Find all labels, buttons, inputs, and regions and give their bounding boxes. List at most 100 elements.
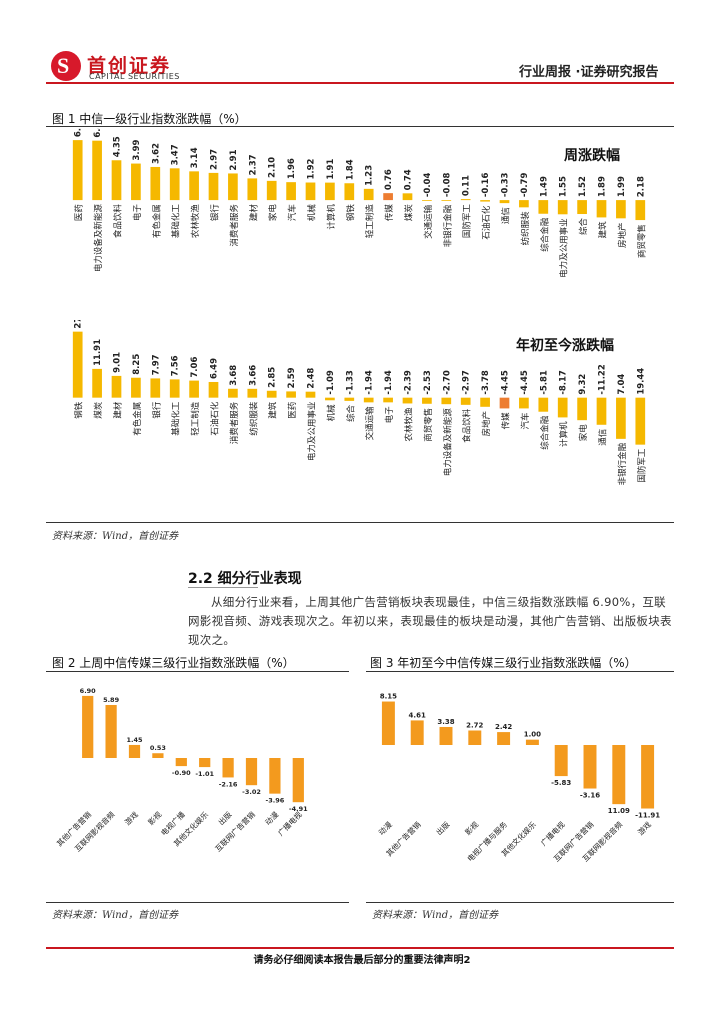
bar <box>305 391 316 398</box>
bar <box>111 375 122 398</box>
data-label: 1.23 <box>365 165 375 186</box>
category-label: 煤炭 <box>93 401 104 419</box>
category-label: 消费者服务 <box>229 204 240 247</box>
data-label: -1.09 <box>326 370 336 395</box>
category-label: 钢铁 <box>74 401 85 419</box>
data-label: 1.89 <box>598 176 608 197</box>
bar <box>305 182 316 201</box>
data-label: 2.59 <box>287 367 297 388</box>
data-label: 8.15 <box>380 693 397 701</box>
data-label: -5.81 <box>539 370 549 395</box>
data-label: 0.76 <box>384 169 394 190</box>
bar <box>441 200 452 201</box>
category-label: 医药 <box>74 204 85 221</box>
category-label: 国防军工 <box>462 204 473 239</box>
category-label: 食品饮料 <box>113 204 124 239</box>
figure1-top-rule <box>46 126 674 127</box>
data-label: -3.02 <box>242 788 261 796</box>
data-label: 3.14 <box>190 147 200 168</box>
bar <box>228 388 238 398</box>
bar <box>363 188 374 201</box>
category-label: 消费者服务 <box>229 401 240 444</box>
data-label: 8.25 <box>132 354 142 375</box>
data-label: -1.94 <box>384 370 394 395</box>
bar <box>519 397 529 409</box>
bar <box>383 397 393 403</box>
data-label: 2.72 <box>466 721 483 729</box>
data-label: 0.74 <box>404 169 414 190</box>
category-label: 建筑 <box>268 401 279 419</box>
category-label: 互联网广告营销 <box>213 809 258 854</box>
bar <box>111 160 122 201</box>
data-label: 2.10 <box>268 157 278 178</box>
bar <box>422 200 432 201</box>
data-label: 27.32 <box>74 320 84 329</box>
figure2-top-rule <box>46 671 349 672</box>
category-label: 游戏 <box>635 819 653 837</box>
category-label: 综合金融 <box>539 217 550 252</box>
category-label: 基础化工 <box>171 204 182 239</box>
bar <box>199 758 211 768</box>
section-rule <box>188 587 258 588</box>
category-label: 电子 <box>132 204 143 222</box>
logo-s-glyph: S <box>57 53 70 78</box>
bar <box>72 331 83 398</box>
data-label: 4.61 <box>409 711 426 719</box>
bar <box>441 397 452 405</box>
data-label: 2.85 <box>268 367 278 388</box>
data-label: 1.52 <box>578 176 588 197</box>
category-label: 游戏 <box>122 809 140 827</box>
category-label: 建筑 <box>598 221 609 239</box>
category-label: 电力设备及新能源 <box>442 408 453 477</box>
category-label: 汽车 <box>520 412 531 429</box>
data-label: 1.92 <box>307 158 317 179</box>
data-label: -11.91 <box>635 812 660 820</box>
data-label: 11.09 <box>608 807 630 815</box>
bar <box>292 758 304 803</box>
figure2-bottom-rule <box>46 902 349 903</box>
bar <box>189 171 199 201</box>
data-label: 1.45 <box>126 736 143 744</box>
bar <box>554 745 568 777</box>
data-label: 3.38 <box>437 718 454 726</box>
category-label: 纺织服装 <box>520 211 531 246</box>
category-label: 石油石化 <box>481 205 492 240</box>
category-label: 计算机 <box>559 421 570 447</box>
category-label: 交通运输 <box>423 204 434 239</box>
bar <box>247 178 258 201</box>
logo-text-cn: 首创证券 <box>87 55 172 77</box>
figure1-source: 资料来源：Wind，首创证券 <box>52 531 179 542</box>
data-label: 5.89 <box>103 696 120 704</box>
bar <box>363 397 374 403</box>
bar <box>402 397 413 404</box>
category-label: 综合金融 <box>539 415 550 450</box>
category-label: 农林牧渔 <box>190 204 201 239</box>
data-label: 19.44 <box>636 368 646 395</box>
data-label: 9.32 <box>578 374 588 395</box>
data-label: 6.55 <box>74 128 84 137</box>
header-rule <box>46 82 674 84</box>
data-label: -0.90 <box>172 769 191 777</box>
data-label: -2.97 <box>462 370 472 395</box>
data-label: -11.22 <box>598 364 608 394</box>
bar <box>439 726 453 745</box>
bar <box>325 182 335 201</box>
category-label: 互联网影视音频 <box>72 809 117 854</box>
data-label: 2.37 <box>248 154 258 175</box>
category-label: 汽车 <box>287 204 298 221</box>
bar <box>266 390 277 398</box>
data-label: 0.11 <box>462 175 472 196</box>
logo-text-en: CAPITAL SECURITIES <box>89 72 180 81</box>
data-label: 2.48 <box>307 368 317 389</box>
bar <box>538 397 549 412</box>
bar <box>635 397 646 445</box>
bar <box>245 758 258 786</box>
bar <box>325 397 335 401</box>
category-label: 有色金属 <box>132 402 143 436</box>
category-label: 银行 <box>210 204 221 222</box>
category-label: 银行 <box>151 401 162 419</box>
bar <box>131 377 141 398</box>
bar <box>208 381 219 398</box>
figure3-top-rule <box>366 671 674 672</box>
data-label: 1.49 <box>539 176 549 197</box>
